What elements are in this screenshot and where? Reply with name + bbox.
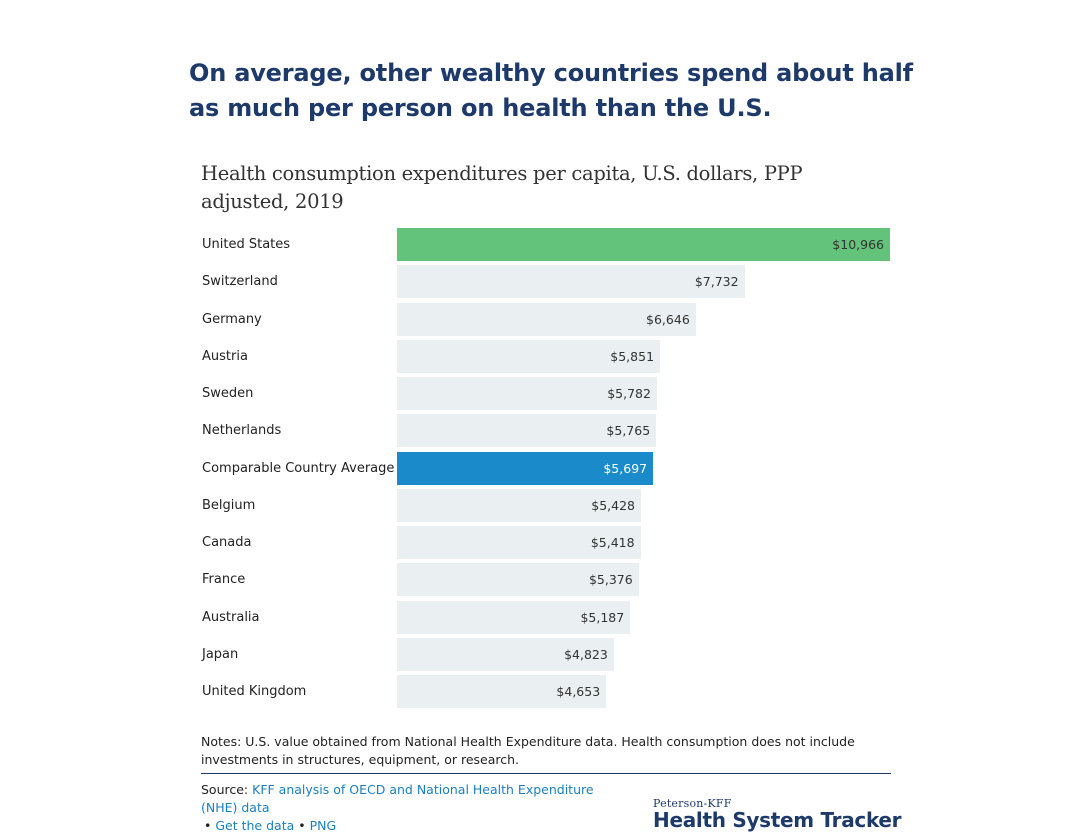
png-link[interactable]: PNG xyxy=(309,818,337,833)
bar-row: Comparable Country Average $5,697 xyxy=(201,451,891,485)
bar-row: Australia $5,187 xyxy=(201,600,891,634)
bar: $5,782 xyxy=(397,377,657,410)
category-label: United Kingdom xyxy=(202,684,307,699)
bar-row: France $5,376 xyxy=(201,563,891,597)
category-label: Belgium xyxy=(202,497,256,513)
bar-row: Sweden $5,782 xyxy=(201,377,891,410)
bar: $10,966 xyxy=(397,228,890,261)
bar-row: Canada $5,418 xyxy=(201,526,891,559)
bar-row: United States $10,966 xyxy=(201,228,891,261)
value-label: $5,428 xyxy=(591,497,636,513)
headline: On average, other wealthy countries spen… xyxy=(189,59,913,122)
value-label: $4,823 xyxy=(564,646,608,662)
bar-row: Japan $4,823 xyxy=(201,637,891,671)
category-label: Netherlands xyxy=(202,423,282,439)
bar: $5,697 xyxy=(397,451,654,485)
category-label: Australia xyxy=(202,609,260,625)
bar-row: Netherlands $5,765 xyxy=(201,414,891,448)
chart-notes: Notes: U.S. value obtained from National… xyxy=(201,734,855,767)
source-block: Source: KFF analysis of OECD and Nationa… xyxy=(201,781,601,835)
value-label: $4,653 xyxy=(556,684,601,699)
value-label: $5,765 xyxy=(606,423,651,439)
bar: $4,823 xyxy=(397,637,614,671)
value-label: $5,418 xyxy=(590,535,635,550)
category-label: Switzerland xyxy=(202,274,278,290)
brand-health-system-tracker: Health System Tracker xyxy=(653,808,902,832)
get-the-data-link[interactable]: Get the data xyxy=(215,818,295,833)
category-label: Canada xyxy=(202,535,252,550)
bar: $5,851 xyxy=(397,339,661,373)
value-label: $6,646 xyxy=(646,311,690,327)
category-label: Comparable Country Average xyxy=(202,460,395,476)
category-label: Sweden xyxy=(202,386,254,401)
value-label: $5,376 xyxy=(588,572,633,588)
bar: $5,376 xyxy=(397,563,639,597)
bar: $6,646 xyxy=(397,302,696,336)
value-label: $5,782 xyxy=(607,386,651,401)
bar: $5,418 xyxy=(397,526,641,559)
bar: $5,765 xyxy=(397,414,657,448)
category-label: France xyxy=(202,572,246,588)
bar: $5,187 xyxy=(397,600,631,634)
bar: $7,732 xyxy=(397,265,745,299)
source-link[interactable]: KFF analysis of OECD and National Health… xyxy=(201,782,594,815)
bar-row: Belgium $5,428 xyxy=(201,488,891,522)
source-links: • Get the data • PNG xyxy=(201,817,601,835)
bar-row: Germany $6,646 xyxy=(201,302,891,336)
bullet-separator: • xyxy=(204,818,212,833)
bar-chart: United States $10,966 Switzerland $7,732 Ger… xyxy=(201,228,891,708)
category-label: Austria xyxy=(202,348,248,364)
bar: $4,653 xyxy=(397,675,607,708)
category-label: Germany xyxy=(202,311,262,327)
bullet-separator: • xyxy=(298,818,306,833)
chart-title: Health consumption expenditures per capi… xyxy=(201,162,803,213)
category-label: United States xyxy=(202,237,291,252)
value-label: $5,697 xyxy=(603,460,648,476)
bar-row: Switzerland $7,732 xyxy=(201,265,891,299)
category-label: Japan xyxy=(202,646,239,662)
source-prefix: Source: xyxy=(201,782,253,797)
bar: $5,428 xyxy=(397,488,642,522)
footer-divider xyxy=(201,773,891,774)
value-label: $10,966 xyxy=(832,237,884,252)
brand-peterson-kff: Peterson-KFF xyxy=(653,797,732,810)
value-label: $5,187 xyxy=(580,609,625,625)
value-label: $5,851 xyxy=(610,348,655,364)
bar-row: United Kingdom $4,653 xyxy=(201,675,891,708)
bar-row: Austria $5,851 xyxy=(201,339,891,373)
value-label: $7,732 xyxy=(694,274,739,290)
